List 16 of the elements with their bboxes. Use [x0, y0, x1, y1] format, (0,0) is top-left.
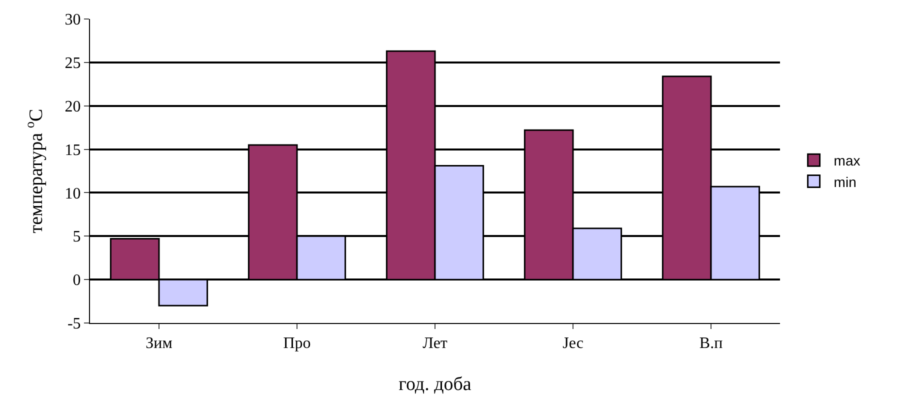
y-tick-label: 5 — [72, 228, 81, 246]
y-tick-label: 15 — [64, 142, 81, 159]
x-tick-label: Про — [283, 335, 311, 352]
legend-label: max — [834, 152, 860, 169]
y-tick-label: -5 — [67, 316, 81, 333]
y-tick-label: 10 — [64, 185, 81, 202]
y-tick-label: 20 — [64, 98, 81, 116]
x-tick-label: Лет — [422, 335, 448, 352]
y-tick-label: 0 — [72, 272, 81, 290]
y-tick-label: 25 — [64, 55, 81, 72]
x-tick-label: Зим — [146, 335, 172, 352]
x-tick-label: В.п — [699, 335, 724, 352]
x-tick-label: Јес — [562, 335, 584, 352]
x-axis-title: год. доба — [398, 374, 472, 395]
y-tick-label: 30 — [64, 12, 81, 29]
legend-label: min — [834, 174, 856, 190]
